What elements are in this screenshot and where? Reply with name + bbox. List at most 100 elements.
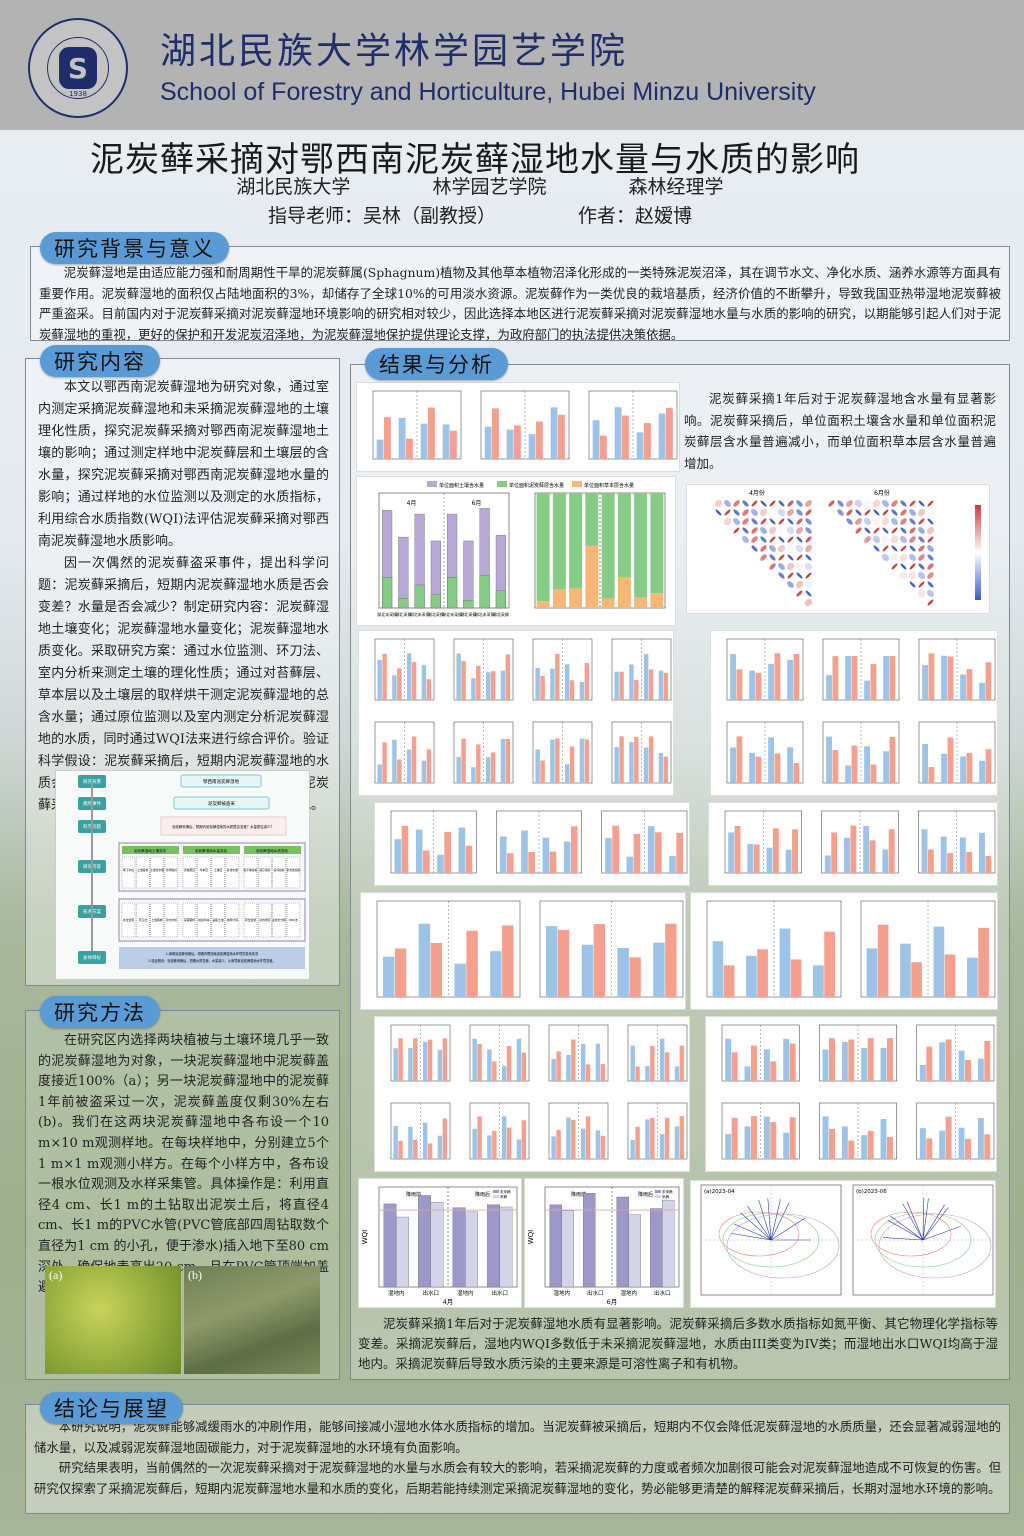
correlation-cell xyxy=(787,518,794,525)
flow-question-label: 泥炭藓采摘后，短期内泥炭藓湿地的水质是否变差？水量是否减少？ xyxy=(172,824,274,829)
correlation-cell xyxy=(926,526,935,535)
bar xyxy=(848,1039,855,1081)
bar xyxy=(887,1038,893,1081)
bar xyxy=(658,752,664,783)
correlation-cell xyxy=(787,536,794,543)
flow-goal-box xyxy=(119,947,305,969)
bar xyxy=(584,662,590,700)
confidence-ellipse xyxy=(870,1211,952,1257)
bar xyxy=(866,948,878,997)
bar-moss-water xyxy=(430,594,441,609)
bar xyxy=(563,841,571,873)
bar-moss-fraction xyxy=(650,493,664,594)
bar xyxy=(663,756,669,783)
bar xyxy=(426,749,432,783)
loading-arrow xyxy=(887,1219,924,1241)
bar xyxy=(528,851,535,873)
flow-item-label: 营养指标 xyxy=(273,868,284,872)
bar xyxy=(763,1116,770,1159)
bar xyxy=(824,855,831,873)
flow-node-label: 鄂西南泥炭藓湿地 xyxy=(203,778,239,785)
correlation-cell xyxy=(864,509,871,516)
bar xyxy=(580,1043,586,1081)
legend-swatch xyxy=(655,1195,661,1198)
bar xyxy=(442,1118,448,1159)
bar xyxy=(406,749,412,783)
bar xyxy=(679,1045,685,1081)
bar xyxy=(418,923,431,997)
bar xyxy=(822,1049,829,1081)
loading-arrow xyxy=(883,1237,924,1241)
bar xyxy=(747,843,754,873)
correlation-cell xyxy=(863,517,872,526)
bar xyxy=(456,756,461,783)
bar xyxy=(415,829,423,873)
bar xyxy=(731,1052,738,1081)
bar xyxy=(645,1119,650,1159)
flow-item-box xyxy=(258,856,272,889)
bar xyxy=(751,1045,757,1081)
bar xyxy=(437,1049,443,1081)
bar xyxy=(477,1116,482,1159)
bar xyxy=(785,849,792,873)
photo-unharvested-moss: (a) xyxy=(45,1266,181,1374)
bar xyxy=(556,1129,561,1159)
correlation-cell xyxy=(805,518,812,525)
bar xyxy=(774,653,781,700)
header-band: S 1938 湖北民族大学林学园艺学院 School of Forestry an… xyxy=(0,0,1024,130)
category-label: 湖北采摘 xyxy=(493,611,509,617)
bar xyxy=(643,747,649,783)
bar xyxy=(734,826,741,873)
bar xyxy=(617,948,629,997)
bar xyxy=(398,1141,403,1159)
flow-item-box xyxy=(121,856,136,889)
correlation-cell xyxy=(778,536,785,543)
bar xyxy=(406,438,413,459)
bar xyxy=(471,678,476,700)
bar-unharvested xyxy=(583,1193,596,1288)
correlation-cell xyxy=(787,509,794,516)
correlation-cell xyxy=(890,553,899,562)
correlation-cell xyxy=(787,581,794,588)
correlation-cell xyxy=(742,500,749,507)
flow-item-box xyxy=(272,856,286,889)
bar xyxy=(947,737,954,783)
bar xyxy=(883,656,889,700)
correlation-cell xyxy=(918,518,925,525)
figure-physicochemical-april xyxy=(374,1016,690,1172)
correlation-cell xyxy=(918,527,925,534)
correlation-cell xyxy=(900,518,907,525)
bar xyxy=(437,1135,443,1159)
flow-method-frame xyxy=(118,898,306,942)
bar-moss-fraction xyxy=(601,493,615,599)
bar xyxy=(501,1116,507,1159)
bar xyxy=(944,954,956,997)
author: 作者：赵嫒博 xyxy=(578,205,693,227)
methods-text: 在研究区内选择两块植被与土壤环境几乎一致的泥炭藓湿地为对象，一块泥炭藓湿地中泥炭… xyxy=(38,1033,329,1295)
correlation-cell xyxy=(837,509,844,516)
correlation-cell xyxy=(882,500,889,507)
flow-method-box xyxy=(225,902,240,938)
bar xyxy=(926,1138,933,1159)
bar xyxy=(850,825,857,873)
section-heading-conclusion: 结论与展望 xyxy=(40,1392,183,1424)
correlation-cell xyxy=(751,518,758,525)
bar-moss-water xyxy=(447,577,458,609)
correlation-cell xyxy=(769,500,776,507)
correlation-cell xyxy=(805,509,812,516)
correlation-cell xyxy=(881,517,890,526)
flow-method-box xyxy=(182,902,197,938)
bar-soil-water xyxy=(463,540,474,609)
correlation-cell xyxy=(777,508,786,517)
bar xyxy=(466,930,478,997)
correlation-cell xyxy=(760,545,767,552)
bar xyxy=(633,833,641,873)
correlation-cell xyxy=(742,536,749,543)
bar xyxy=(768,737,774,783)
correlation-cell xyxy=(881,535,890,544)
bar xyxy=(822,1116,829,1159)
bar xyxy=(966,851,973,873)
bar xyxy=(911,962,922,997)
flow-method-label: 钻取土壤 xyxy=(212,918,223,922)
bar xyxy=(664,1117,670,1159)
